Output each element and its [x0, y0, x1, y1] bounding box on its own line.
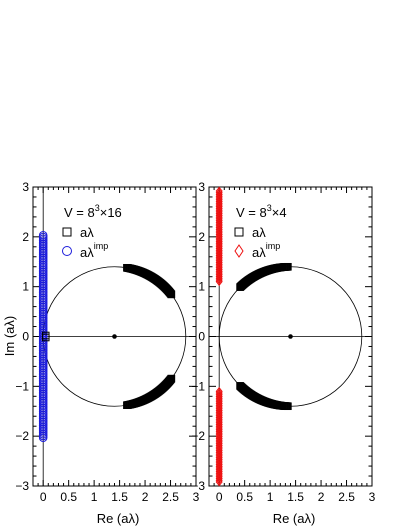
data-point-eigenvalue	[167, 374, 176, 383]
x-tick-label: 0	[40, 490, 47, 504]
legend-label-a-lambda: aλ	[80, 225, 94, 240]
data-point-imp	[215, 186, 223, 196]
y-tick-label: 2	[198, 230, 205, 244]
y-axis-title: Im (aλ)	[2, 316, 17, 356]
x-tick-label: 0.5	[236, 490, 253, 504]
x-tick-label: 0.5	[60, 490, 77, 504]
data-point-imp	[215, 475, 223, 485]
x-tick-label: 3	[193, 490, 200, 504]
data-point-eigenvalue	[284, 262, 292, 271]
data-point-imp	[215, 477, 223, 487]
x-tick-label: 0	[216, 490, 223, 504]
y-tick-label: −1	[191, 379, 205, 393]
y-tick-label: −3	[191, 479, 205, 493]
y-tick-label: 3	[198, 180, 205, 194]
x-tick-label: 2	[142, 490, 149, 504]
x-tick-label: 2	[318, 490, 325, 504]
data-point-eigenvalue	[284, 402, 292, 411]
x-tick-label: 1	[91, 490, 98, 504]
legend-label-a-lambda-imp: aλimp	[252, 241, 280, 260]
data-layer	[209, 186, 372, 487]
x-tick-label: 2.5	[162, 490, 179, 504]
left-panel: 0 0.5 1 1.5 2 2.5 3 −3 −2 −1 0 1 2 3 V = 83×16 aλ aλi…	[2, 180, 200, 526]
y-tick-label: −1	[15, 379, 29, 393]
x-tick-label: 1	[267, 490, 274, 504]
volume-annotation: V = 83×16	[64, 203, 122, 220]
data-point-imp	[38, 231, 48, 240]
y-tick-label: 2	[22, 230, 29, 244]
x-axis-title: Re (aλ)	[97, 511, 140, 526]
data-point-eigenvalue	[41, 333, 50, 342]
circle-center-point	[288, 334, 293, 339]
x-tick-label: 3	[369, 490, 376, 504]
data-point-imp	[38, 433, 48, 442]
legend-marker-diamond	[234, 244, 244, 258]
x-tick-label: 2.5	[338, 490, 355, 504]
axes-layer: 0 0.5 1 1.5 2 2.5 3 −3 −2 −1 0 1 2 3	[15, 180, 199, 504]
legend-label-a-lambda-imp: aλimp	[80, 241, 108, 260]
circle-center-point	[112, 334, 117, 339]
legend-marker-square	[234, 227, 244, 237]
y-tick-label: 0	[22, 330, 29, 344]
y-tick-label: 1	[198, 280, 205, 294]
y-tick-label: 1	[22, 280, 29, 294]
x-tick-label: 1.5	[287, 490, 304, 504]
y-tick-label: 3	[22, 180, 29, 194]
data-point-imp	[215, 474, 223, 483]
y-tick-label: 0	[198, 330, 205, 344]
y-tick-label: −2	[191, 429, 205, 443]
legend-label-a-lambda: aλ	[252, 225, 266, 240]
x-tick-label: 1.5	[111, 490, 128, 504]
volume-annotation: V = 83×4	[236, 203, 287, 220]
data-point-imp	[215, 472, 223, 482]
data-layer	[33, 187, 196, 486]
y-tick-label: −2	[15, 429, 29, 443]
data-point-eigenvalue	[167, 290, 176, 299]
legend-marker-square	[62, 227, 72, 237]
y-tick-label: −3	[15, 479, 29, 493]
x-axis-title: Re (aλ)	[273, 511, 316, 526]
legend-marker-circle	[62, 246, 72, 256]
